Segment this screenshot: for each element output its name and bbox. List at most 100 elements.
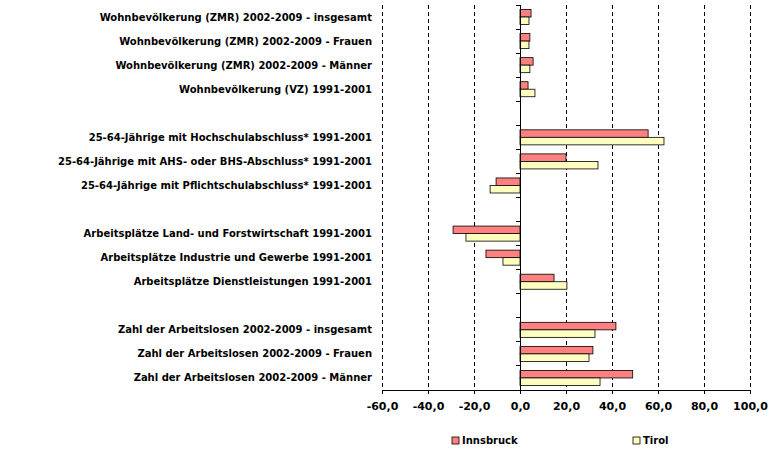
bar xyxy=(520,274,554,282)
category-tick xyxy=(516,101,520,102)
category-label: Wohnbevölkerung (ZMR) 2002-2009 - Männer xyxy=(115,60,372,71)
category-tick xyxy=(516,5,520,6)
bar xyxy=(520,354,589,362)
chart: Wohnbevölkerung (ZMR) 2002-2009 - insges… xyxy=(0,0,777,458)
grid-line xyxy=(658,5,659,390)
legend: Innsbruck Tirol xyxy=(452,435,668,446)
grid-line xyxy=(474,5,475,390)
bar xyxy=(520,10,531,18)
x-axis: -60,0 -40,0 -20,0 0,0 20,0 40,0 60,0 80,0 100,0 xyxy=(367,390,769,413)
category-tick xyxy=(516,221,520,222)
tick: 100,0 xyxy=(733,390,768,413)
axis-line xyxy=(383,391,751,395)
bar xyxy=(520,89,535,97)
category-label: 25-64-Jährige mit AHS- oder BHS-Abschlus… xyxy=(58,156,372,167)
legend-swatch xyxy=(452,437,459,444)
bar xyxy=(520,282,567,290)
tick-mark xyxy=(612,390,613,394)
tick: 0,0 xyxy=(511,390,531,413)
tick-label: 80,0 xyxy=(691,400,718,413)
bar xyxy=(520,161,598,169)
bar xyxy=(466,234,520,242)
tick-label: -20,0 xyxy=(459,400,491,413)
category-tick xyxy=(516,245,520,246)
legend-label: Innsbruck xyxy=(462,435,518,446)
grid xyxy=(382,5,750,390)
tick-label: 0,0 xyxy=(511,400,531,413)
category-label: Arbeitsplätze Dienstleistungen 1991-2001 xyxy=(134,276,372,287)
legend-label: Tirol xyxy=(643,435,668,446)
grid-line xyxy=(428,5,429,390)
category-tick xyxy=(516,125,520,126)
tick-label: 100,0 xyxy=(733,400,768,413)
tick-mark xyxy=(750,390,751,394)
tick: -20,0 xyxy=(459,390,491,413)
tick-label: -40,0 xyxy=(413,400,445,413)
tick: 40,0 xyxy=(599,390,626,413)
bar xyxy=(520,41,529,49)
category-label: Arbeitsplätze Land- und Forstwirtschaft … xyxy=(84,228,372,239)
legend-item: Tirol xyxy=(633,435,668,446)
bar xyxy=(490,185,520,193)
bar xyxy=(453,226,520,234)
zero-axis xyxy=(516,5,520,390)
tick-label: 20,0 xyxy=(553,400,580,413)
bar xyxy=(520,370,633,378)
bar xyxy=(520,154,566,162)
plot: Wohnbevölkerung (ZMR) 2002-2009 - insges… xyxy=(58,5,768,413)
category-label: Wohnbevölkerung (ZMR) 2002-2009 - Frauen xyxy=(119,36,372,47)
tick: 60,0 xyxy=(645,390,672,413)
bar xyxy=(520,65,530,73)
tick-mark xyxy=(520,390,521,394)
grid-line xyxy=(750,5,751,390)
bar xyxy=(520,130,648,138)
category-label: Zahl der Arbeitslosen 2002-2009 - insges… xyxy=(118,324,372,335)
bar xyxy=(520,137,664,145)
category-tick xyxy=(516,269,520,270)
category-label: Arbeitsplätze Industrie und Gewerbe 1991… xyxy=(101,252,373,263)
tick-mark xyxy=(704,390,705,394)
tick-mark xyxy=(566,390,567,394)
tick: 80,0 xyxy=(691,390,718,413)
category-tick xyxy=(516,341,520,342)
category-tick xyxy=(516,149,520,150)
category-tick xyxy=(516,293,520,294)
tick-mark xyxy=(474,390,475,394)
legend-item: Innsbruck xyxy=(452,435,518,446)
category-label: Zahl der Arbeitslosen 2002-2009 - Männer xyxy=(134,372,372,383)
category-tick xyxy=(516,317,520,318)
tick-mark xyxy=(658,390,659,394)
category-tick xyxy=(516,77,520,78)
category-tick xyxy=(516,53,520,54)
category-label: Zahl der Arbeitslosen 2002-2009 - Frauen xyxy=(137,348,372,359)
category-labels: Wohnbevölkerung (ZMR) 2002-2009 - insges… xyxy=(58,12,372,384)
bar xyxy=(520,378,600,386)
category-label: Wohnbevölkerung (VZ) 1991-2001 xyxy=(179,84,372,95)
bar xyxy=(520,82,528,90)
category-tick xyxy=(516,29,520,30)
bar xyxy=(520,346,593,354)
tick-label: 60,0 xyxy=(645,400,672,413)
bar xyxy=(520,34,530,42)
legend-swatch xyxy=(633,437,640,444)
tick-mark xyxy=(428,390,429,394)
category-tick xyxy=(516,197,520,198)
bar xyxy=(486,250,520,258)
bar xyxy=(503,258,520,266)
grid-line xyxy=(612,5,613,390)
tick: 20,0 xyxy=(553,390,580,413)
tick-label: 40,0 xyxy=(599,400,626,413)
category-label: 25-64-Jährige mit Pflichtschulabschluss*… xyxy=(81,180,372,191)
bar xyxy=(496,178,520,186)
tick: -60,0 xyxy=(367,390,399,413)
category-tick xyxy=(516,365,520,366)
tick: -40,0 xyxy=(413,390,445,413)
bars xyxy=(453,10,664,386)
bar xyxy=(520,322,616,330)
bar xyxy=(520,17,529,25)
grid-line xyxy=(382,5,383,390)
bar xyxy=(520,330,595,338)
category-tick xyxy=(516,173,520,174)
bar xyxy=(520,58,533,66)
category-label: Wohnbevölkerung (ZMR) 2002-2009 - insges… xyxy=(100,12,373,23)
